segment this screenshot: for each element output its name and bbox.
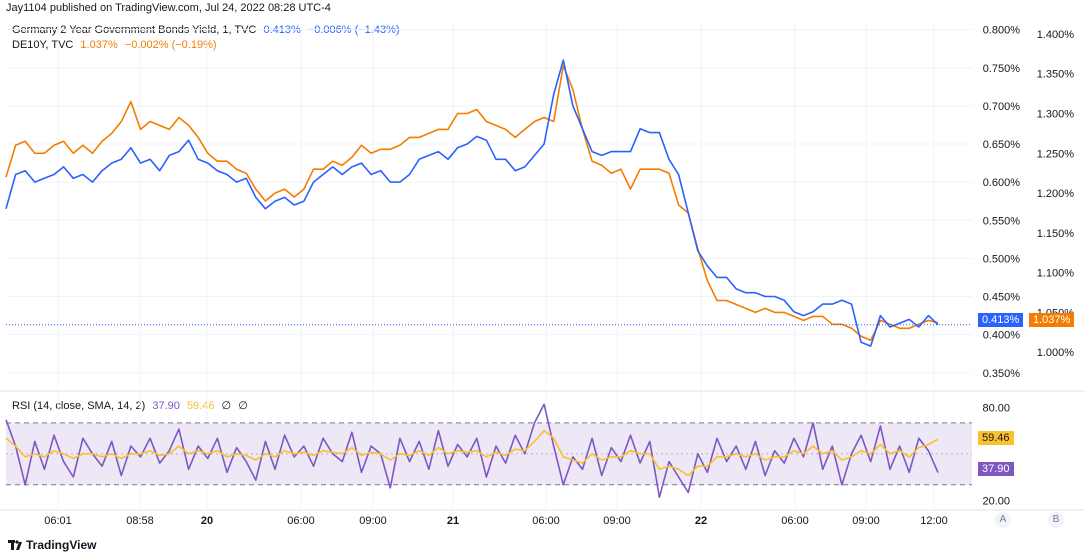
x-tick-label: 06:01 [44, 515, 72, 527]
price-axis-2-tick: 1.000% [1037, 347, 1075, 359]
price-axis-2-tick: 1.350% [1037, 69, 1075, 81]
price-axis-1-tick: 0.450% [983, 292, 1021, 304]
price-axis-1-tick: 0.550% [983, 215, 1021, 227]
price-axis-2-tick: 1.400% [1037, 29, 1075, 41]
footer-brand: TradingView [26, 538, 97, 552]
price-axis-1-tick: 0.350% [983, 368, 1021, 380]
x-tick-label: 09:00 [852, 515, 880, 527]
rsi-legend-rsi-value: 37.90 [152, 400, 180, 412]
x-tick-label: 12:00 [920, 515, 948, 527]
price-axis-2-tick: 1.250% [1037, 148, 1075, 160]
price-axis-1-tick: 0.600% [983, 177, 1021, 189]
price-axis-2-tick: 1.300% [1037, 109, 1075, 121]
x-tick-label: 06:00 [532, 515, 560, 527]
auto-scale-button[interactable]: A [995, 512, 1011, 528]
tradingview-logo-icon [8, 540, 22, 550]
rsi-value-badge: 37.90 [978, 462, 1014, 476]
log-scale-button[interactable]: B [1048, 512, 1064, 528]
price-axis-1-tick: 0.750% [983, 63, 1021, 75]
rsi-line[interactable] [5, 403, 939, 498]
x-tick-label: 22 [695, 515, 707, 527]
rsi-legend-label: RSI (14, close, SMA, 14, 2) [12, 400, 146, 412]
hidden-icon[interactable]: ∅ [221, 400, 232, 412]
price-axis-2-tick: 1.100% [1037, 268, 1075, 280]
price-axis-1-tick: 0.800% [983, 25, 1021, 37]
x-tick-label: 06:00 [781, 515, 809, 527]
rsi-legend[interactable]: RSI (14, close, SMA, 14, 2) 37.90 59.46 … [12, 399, 252, 412]
legend-series-2-change: −0.002% (−0.19%) [124, 39, 217, 51]
x-tick-label: 20 [201, 515, 213, 527]
x-tick-label: 08:58 [126, 515, 154, 527]
legend-series-2-value: 1.037% [80, 39, 118, 51]
legend-series-2[interactable]: DE10Y, TVC 1.037% −0.002% (−0.19%) [12, 39, 221, 51]
series-1-line[interactable] [5, 59, 939, 347]
tradingview-logo: TradingView [8, 538, 96, 552]
price-axis-1-tick: 0.650% [983, 139, 1021, 151]
price-axis-2-tick: 1.200% [1037, 188, 1075, 200]
rsi-sma-line[interactable] [5, 429, 939, 477]
series-2-line[interactable] [5, 65, 939, 342]
price-axis-1-tick: 0.400% [983, 330, 1021, 342]
series-1-last-value-badge: 0.413% [978, 313, 1024, 327]
rsi-legend-sma-value: 59.46 [186, 400, 215, 412]
rsi-sma-badge: 59.46 [978, 431, 1014, 445]
publish-info: Jay1104 published on TradingView.com, Ju… [6, 2, 331, 14]
price-axis-1-tick: 0.700% [983, 101, 1021, 113]
rsi-axis-tick: 20.00 [982, 495, 1010, 507]
x-tick-label: 06:00 [287, 515, 315, 527]
hidden-icon[interactable]: ∅ [238, 400, 248, 412]
x-tick-label: 09:00 [603, 515, 631, 527]
rsi-axis-tick: 80.00 [982, 402, 1010, 414]
x-tick-label: 21 [447, 515, 459, 527]
series-2-last-value-badge: 1.037% [1029, 313, 1075, 327]
price-axis-2-tick: 1.150% [1037, 228, 1075, 240]
x-tick-label: 09:00 [359, 515, 387, 527]
price-axis-1-tick: 0.500% [983, 253, 1021, 265]
